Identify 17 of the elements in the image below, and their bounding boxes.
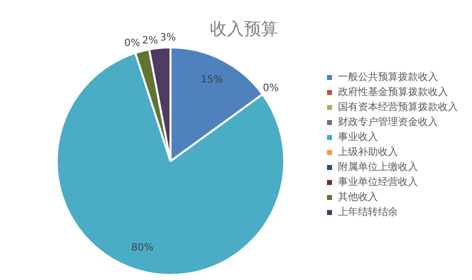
- legend-label: 其他收入: [338, 191, 378, 204]
- text: 0%: [124, 38, 140, 49]
- legend-label: 政府性基金预算拨款收入: [338, 86, 448, 98]
- data-label: 80%: [131, 242, 154, 254]
- legend-label: 上级补助收入: [338, 146, 398, 158]
- legend-label: 附属单位上缴收入: [338, 161, 418, 174]
- data-label: 2%: [142, 36, 158, 47]
- chart-title: 收入预算: [210, 20, 278, 40]
- legend-label: 事业收入: [338, 131, 378, 144]
- legend-label: 上年结转结余: [338, 206, 398, 218]
- legend-label: 财政专户管理资金收入: [338, 116, 438, 128]
- text: 0%: [262, 82, 279, 94]
- legend-label: 一般公共预算拨款收入: [338, 71, 438, 84]
- data-label: 15%: [200, 74, 223, 86]
- legend-label: 事业单位经营收入: [338, 176, 418, 188]
- legend-label: 国有资本经营预算拨款收入: [338, 101, 458, 114]
- data-label: 3%: [160, 32, 176, 44]
